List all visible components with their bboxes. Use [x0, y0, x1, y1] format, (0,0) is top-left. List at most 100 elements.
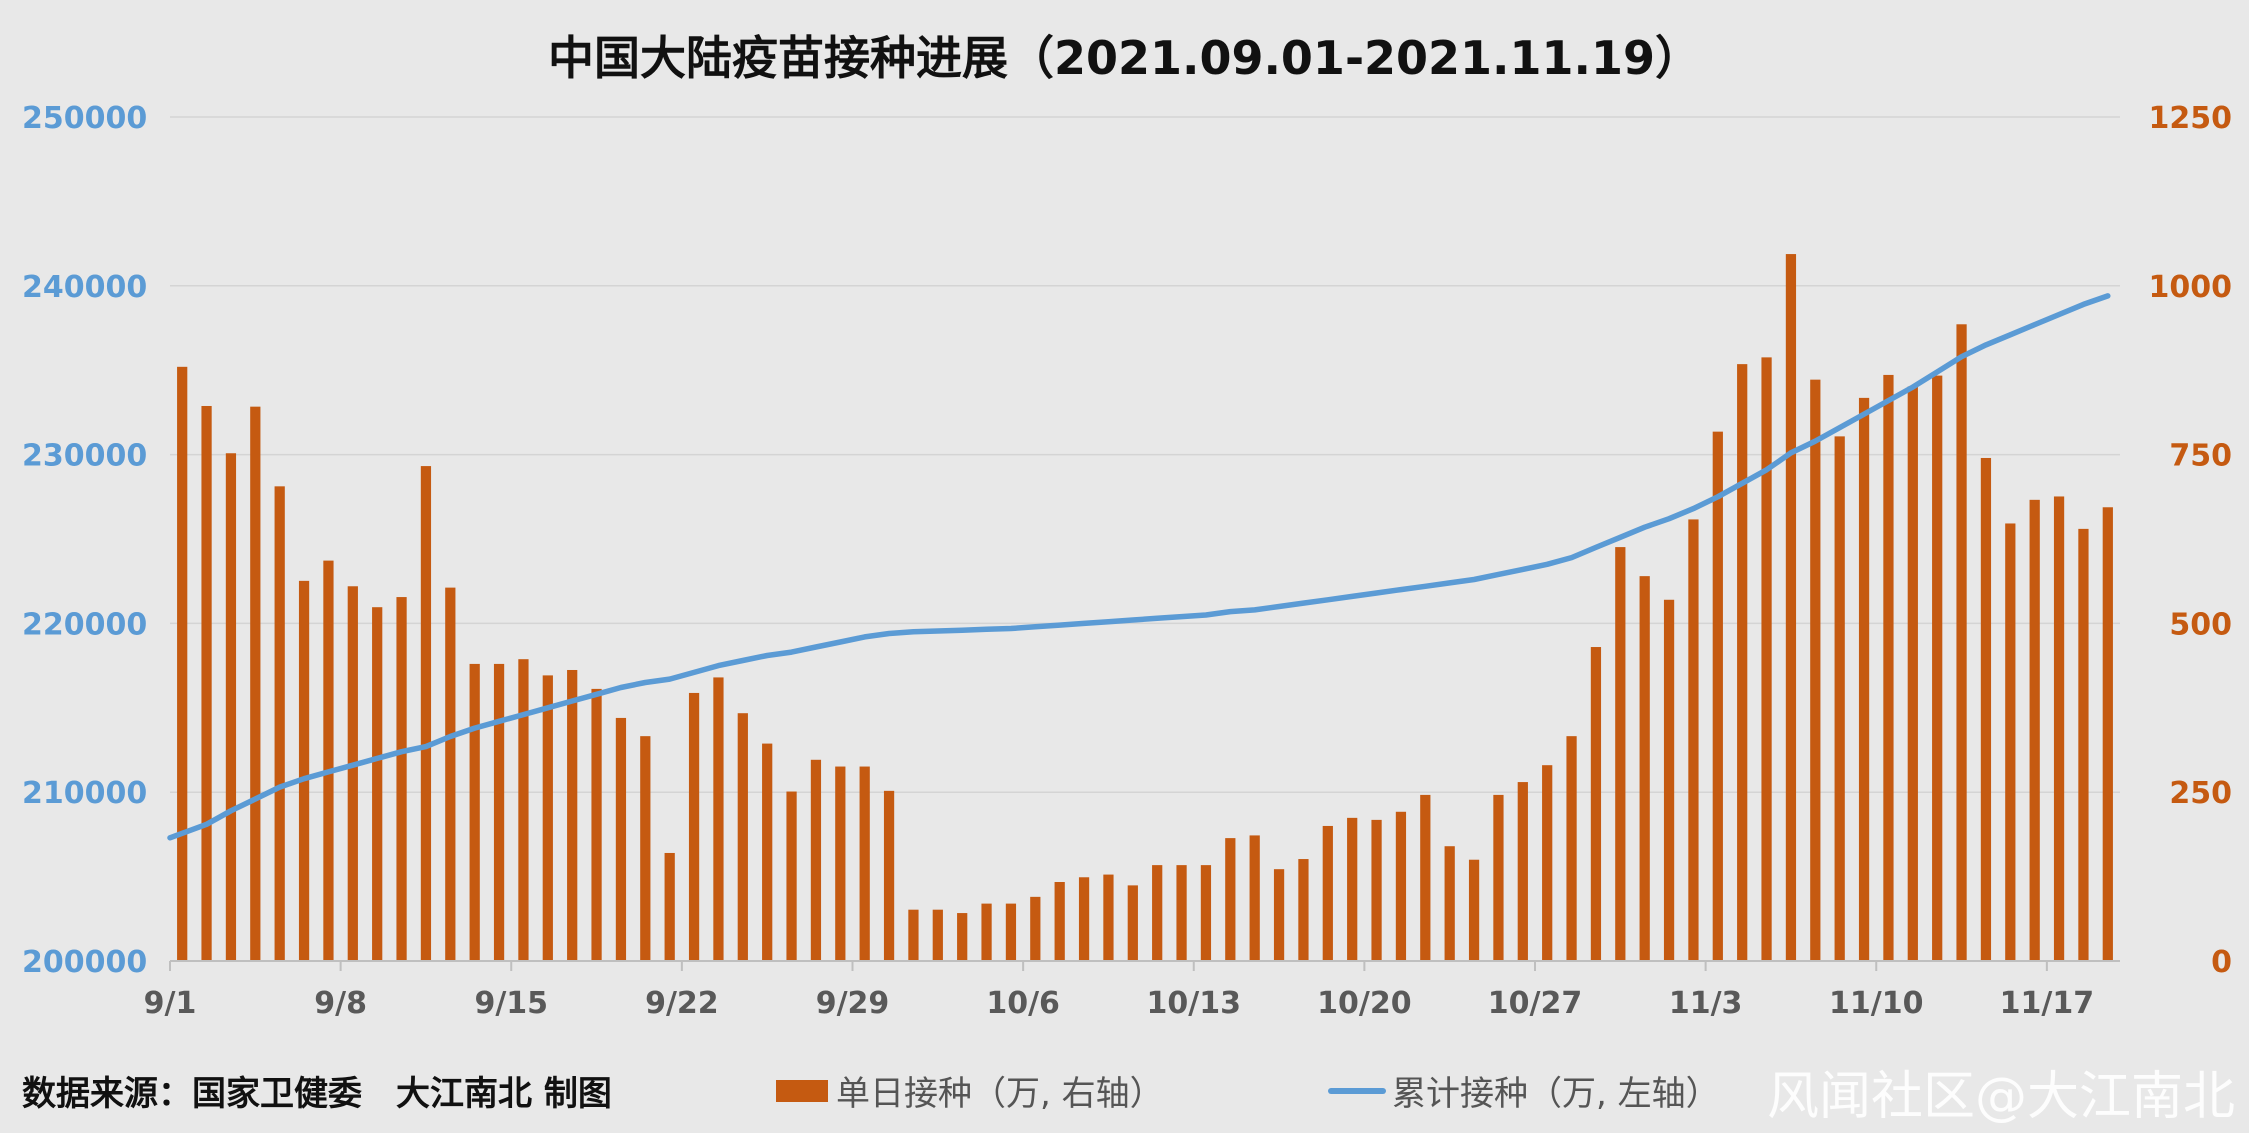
- bar-10/28: [1566, 736, 1577, 961]
- bar-9/29: [859, 766, 870, 961]
- y-left-tick-label: 250000: [22, 101, 147, 136]
- bar-9/21: [664, 852, 675, 961]
- y-right-tick-label: 0: [2211, 945, 2232, 980]
- bar-11/12: [1932, 375, 1943, 962]
- bar-9/12: [445, 587, 456, 961]
- bar-10/29: [1590, 647, 1602, 961]
- bar-9/2: [201, 405, 212, 961]
- legend-line-swatch: [1328, 1087, 1386, 1094]
- bar-11/18: [2078, 528, 2089, 961]
- bar-10/14: [1225, 838, 1236, 961]
- bar-10/11: [1152, 865, 1163, 961]
- bar-9/20: [640, 736, 651, 961]
- bar-9/17: [567, 669, 578, 961]
- x-tick-label: 10/27: [1488, 986, 1582, 1021]
- y-left-tick-label: 210000: [22, 776, 147, 811]
- y-left-tick-label: 230000: [22, 439, 147, 474]
- legend-item-line: 累计接种（万, 左轴）: [1328, 1066, 1720, 1115]
- bar-10/17: [1298, 859, 1309, 961]
- bar-9/26: [786, 791, 797, 961]
- y-left-tick-label: 240000: [22, 270, 147, 305]
- legend-line-label: 累计接种（万, 左轴）: [1392, 1074, 1720, 1114]
- x-tick-label: 10/20: [1317, 986, 1411, 1021]
- bar-11/6: [1785, 254, 1797, 961]
- bar-9/9: [372, 607, 383, 961]
- bar-10/16: [1273, 869, 1285, 961]
- bar-11/15: [2005, 523, 2016, 961]
- bar-9/22: [688, 692, 700, 961]
- x-tick-label: 11/17: [2000, 986, 2094, 1021]
- bar-10/4: [981, 903, 992, 961]
- bar-10/18: [1322, 825, 1333, 961]
- bar-series-daily: [177, 254, 2113, 962]
- bar-11/3: [1712, 431, 1723, 961]
- bar-9/11: [420, 466, 432, 961]
- bar-10/21: [1395, 811, 1407, 961]
- bar-9/5: [274, 486, 285, 961]
- y-right-tick-label: 1250: [2149, 101, 2233, 136]
- bar-9/7: [323, 560, 334, 961]
- x-tick-label: 10/6: [986, 986, 1060, 1021]
- bar-10/2: [932, 909, 943, 961]
- bar-10/5: [1005, 903, 1017, 961]
- bar-11/16: [2029, 499, 2040, 961]
- y-left-tick-label: 200000: [22, 945, 147, 980]
- legend-bar-label: 单日接种（万, 右轴）: [836, 1074, 1164, 1114]
- data-source-note: 数据来源：国家卫健委 大江南北 制图: [22, 1074, 612, 1114]
- bar-9/1: [177, 366, 188, 962]
- bar-10/1: [908, 909, 919, 961]
- bar-9/13: [469, 663, 480, 961]
- bar-9/8: [347, 586, 358, 961]
- bar-11/19: [2102, 507, 2113, 961]
- bar-10/24: [1468, 859, 1480, 961]
- bar-9/4: [250, 406, 261, 962]
- bar-11/13: [1956, 324, 1967, 962]
- bar-11/7: [1810, 379, 1821, 961]
- bar-10/23: [1444, 846, 1455, 961]
- legend-item-bar: 单日接种（万, 右轴）: [776, 1066, 1164, 1115]
- bar-11/1: [1663, 599, 1675, 961]
- bar-9/16: [542, 675, 553, 961]
- x-tick-label: 11/10: [1829, 986, 1923, 1021]
- bar-11/17: [2053, 496, 2065, 961]
- bar-9/6: [298, 580, 310, 961]
- bar-11/11: [1907, 386, 1918, 961]
- bar-10/10: [1127, 885, 1138, 961]
- bar-10/22: [1420, 794, 1431, 961]
- bar-10/9: [1103, 874, 1114, 961]
- y-left-tick-label: 220000: [22, 607, 147, 642]
- bar-11/10: [1883, 374, 1894, 961]
- x-tick-label: 10/13: [1147, 986, 1241, 1021]
- legend-bar-swatch: [776, 1079, 828, 1102]
- bar-9/25: [762, 743, 773, 961]
- bar-9/28: [835, 766, 846, 961]
- bar-11/2: [1688, 519, 1699, 961]
- bar-11/9: [1858, 397, 1870, 962]
- bar-10/3: [957, 913, 968, 961]
- y-right-tick-label: 250: [2169, 776, 2232, 811]
- bar-10/31: [1639, 576, 1650, 961]
- x-tick-label: 9/22: [645, 986, 719, 1021]
- line-series-cumulative: [167, 293, 2111, 841]
- x-tick-label: 11/3: [1669, 986, 1743, 1021]
- bar-11/8: [1834, 436, 1845, 961]
- y-right-tick-label: 1000: [2149, 270, 2233, 305]
- bar-9/15: [518, 659, 529, 961]
- bar-11/4: [1737, 364, 1748, 962]
- x-tick-label: 9/1: [144, 986, 197, 1021]
- bar-10/6: [1030, 896, 1041, 961]
- bar-10/30: [1615, 547, 1626, 961]
- bar-10/15: [1249, 835, 1260, 961]
- bar-10/26: [1517, 782, 1528, 961]
- bar-10/20: [1371, 819, 1382, 961]
- bar-9/14: [493, 663, 505, 961]
- cumulative-line: [167, 293, 2111, 841]
- bar-10/8: [1078, 877, 1090, 961]
- bar-9/24: [737, 713, 748, 961]
- bar-10/13: [1200, 865, 1212, 961]
- axes: 200000 210000 220000 230000 240000 250000 0 250…: [22, 101, 2232, 1021]
- bar-11/5: [1761, 357, 1772, 961]
- bar-10/27: [1542, 765, 1553, 961]
- bar-10/25: [1493, 794, 1504, 961]
